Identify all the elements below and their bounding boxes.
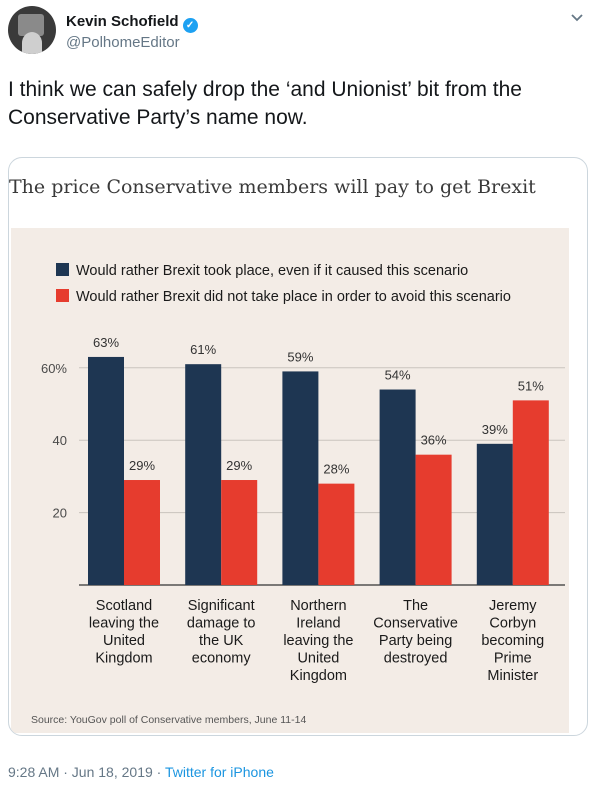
- x-tick-label: Prime: [494, 651, 532, 667]
- tweet-text: I think we can safely drop the ‘and Unio…: [8, 78, 522, 129]
- bar: [88, 356, 124, 585]
- avatar-image-part: [18, 14, 44, 36]
- x-tick-label: Conservative: [373, 616, 458, 632]
- x-tick-label: Ireland: [296, 616, 340, 632]
- author-name-text[interactable]: Kevin Schofield: [66, 13, 179, 30]
- x-tick-label: Significant: [188, 598, 255, 614]
- data-label: 54%: [385, 368, 411, 383]
- author-name[interactable]: Kevin Schofield ✓: [66, 13, 198, 33]
- tweet-meta: 9:28 AM · Jun 18, 2019 · Twitter for iPh…: [8, 764, 274, 780]
- x-tick-label: destroyed: [384, 651, 448, 667]
- chart-title: The price Conservative members will pay …: [9, 176, 536, 198]
- x-tick-label: Jeremy: [489, 598, 537, 614]
- bar: [415, 454, 452, 585]
- x-tick-label: Northern: [290, 598, 346, 614]
- x-tick-label: Party being: [379, 633, 452, 649]
- legend-swatch: [56, 263, 69, 276]
- y-tick-label: 60%: [41, 361, 67, 376]
- bar-chart: Would rather Brexit took place, even if …: [31, 263, 565, 726]
- data-label: 61%: [190, 342, 216, 357]
- x-tick-label: Kingdom: [290, 668, 347, 684]
- data-label: 29%: [129, 458, 155, 473]
- x-tick-label: economy: [192, 651, 252, 667]
- author-handle[interactable]: @PolhomeEditor: [66, 34, 180, 51]
- x-tick-label: leaving the: [89, 616, 159, 632]
- verified-icon: ✓: [182, 18, 198, 33]
- data-label: 28%: [323, 462, 349, 477]
- bar: [318, 483, 355, 585]
- x-tick-label: leaving the: [283, 633, 353, 649]
- source-link[interactable]: Twitter for iPhone: [164, 764, 274, 780]
- bar: [512, 400, 549, 585]
- data-label: 59%: [287, 349, 313, 364]
- y-tick-label: 20: [53, 506, 67, 521]
- bar: [476, 443, 513, 585]
- data-label: 36%: [421, 433, 447, 448]
- legend-label: Would rather Brexit did not take place i…: [76, 289, 511, 305]
- legend-label: Would rather Brexit took place, even if …: [76, 263, 468, 279]
- avatar[interactable]: [8, 6, 56, 54]
- y-tick-label: 40: [53, 433, 67, 448]
- chart-image-card[interactable]: The price Conservative members will pay …: [8, 157, 588, 736]
- bar: [282, 371, 319, 585]
- bar: [185, 364, 222, 585]
- x-tick-label: Kingdom: [95, 651, 152, 667]
- x-tick-label: United: [297, 651, 339, 667]
- x-tick-label: damage to: [187, 616, 256, 632]
- timestamp[interactable]: 9:28 AM · Jun 18, 2019 ·: [8, 764, 165, 780]
- legend-swatch: [56, 289, 69, 302]
- bar: [124, 480, 160, 585]
- x-tick-label: Corbyn: [489, 616, 536, 632]
- data-label: 63%: [93, 335, 119, 350]
- bar: [379, 389, 416, 585]
- avatar-image-part: [22, 32, 42, 54]
- x-tick-label: becoming: [481, 633, 544, 649]
- x-tick-label: Minister: [487, 668, 538, 684]
- chevron-down-icon[interactable]: [570, 10, 584, 27]
- x-tick-label: the UK: [199, 633, 244, 649]
- data-label: 39%: [482, 422, 508, 437]
- x-tick-label: Scotland: [96, 598, 152, 614]
- x-tick-label: United: [103, 633, 145, 649]
- data-label: 29%: [226, 458, 252, 473]
- x-tick-label: The: [403, 598, 428, 614]
- bar: [221, 480, 258, 585]
- chart-source: Source: YouGov poll of Conservative memb…: [31, 714, 306, 726]
- data-label: 51%: [518, 378, 544, 393]
